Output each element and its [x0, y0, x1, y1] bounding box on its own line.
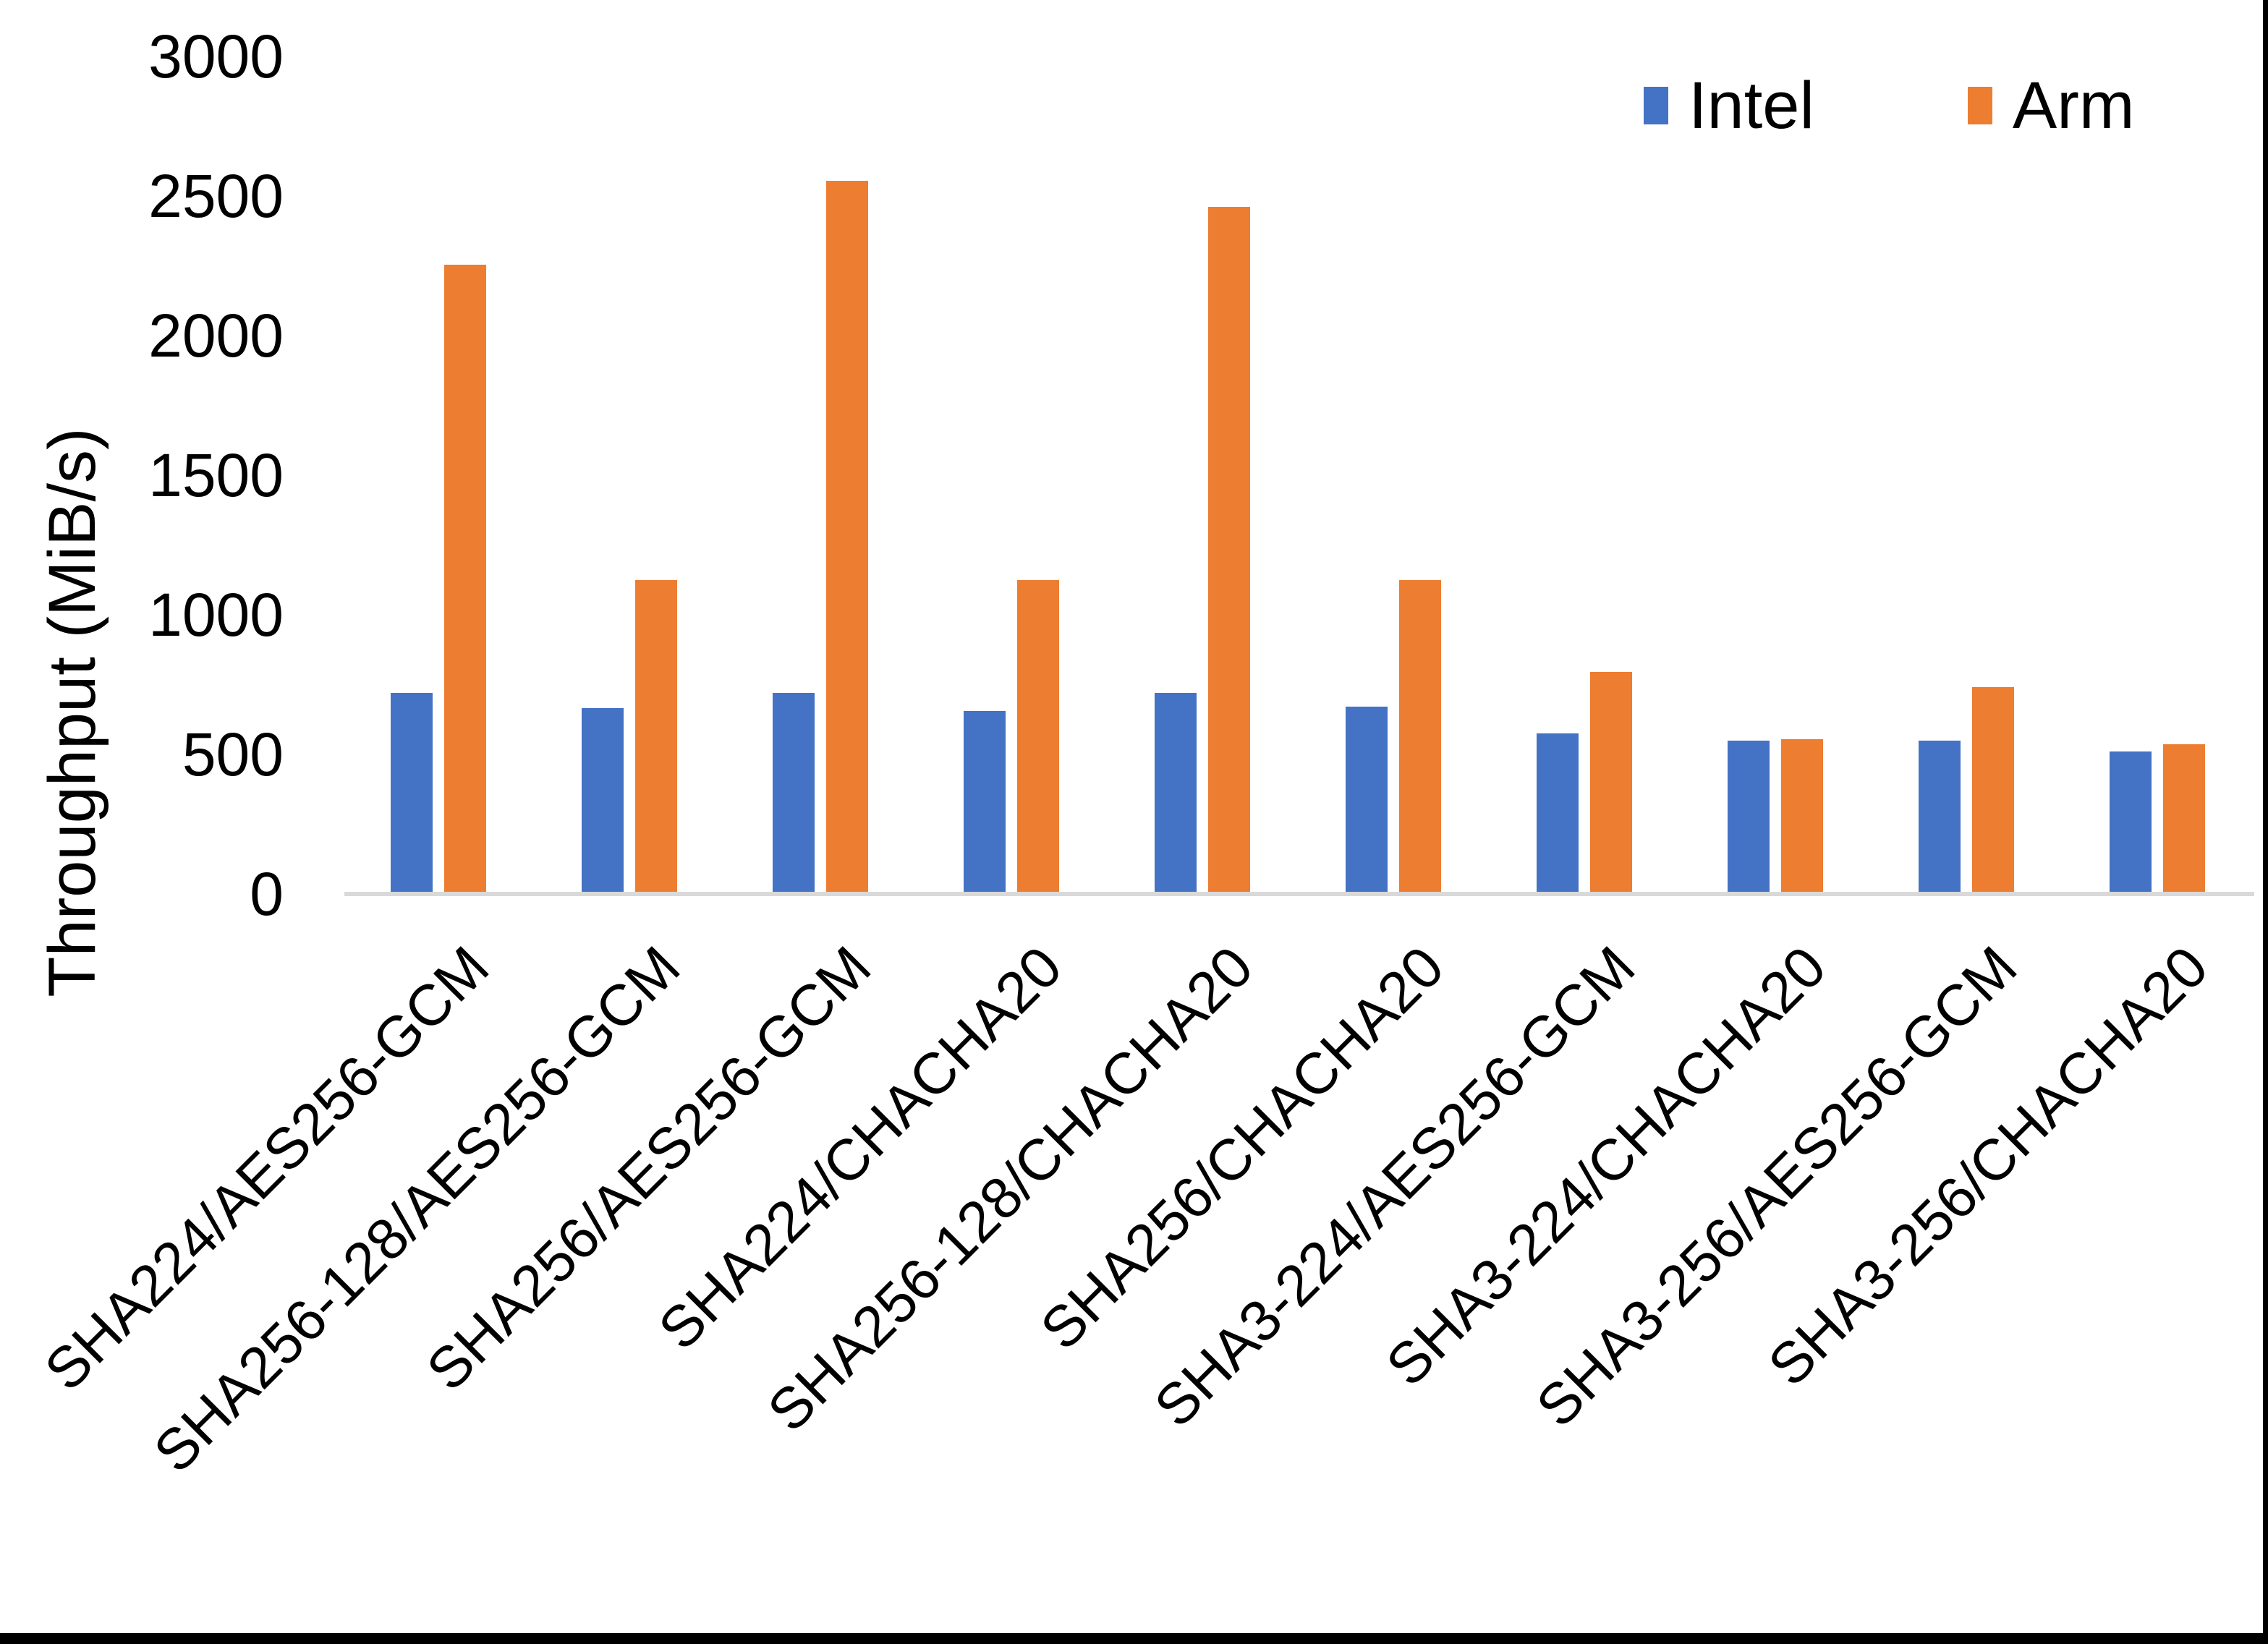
bar-arm-1 [635, 580, 677, 894]
legend-label-intel: Intel [1689, 69, 1814, 142]
bar-arm-6 [1590, 672, 1632, 894]
legend: Intel Arm [1644, 72, 2135, 139]
bar-intel-5 [1346, 707, 1388, 894]
bar-intel-8 [1919, 741, 1961, 894]
frame-bottom-border [0, 1633, 2268, 1644]
y-tick-label-0: 0 [250, 860, 284, 928]
bar-arm-3 [1017, 580, 1059, 894]
bar-intel-4 [1155, 693, 1197, 894]
y-tick-label-3000: 3000 [148, 22, 284, 90]
bar-intel-3 [964, 711, 1006, 894]
legend-swatch-arm [1967, 87, 1992, 124]
legend-entry-arm: Arm [1967, 69, 2135, 142]
y-tick-label-2000: 2000 [148, 302, 284, 370]
bar-arm-2 [826, 181, 868, 894]
bar-arm-9 [2163, 744, 2205, 894]
y-tick-label-500: 500 [182, 720, 284, 788]
bar-intel-7 [1728, 741, 1770, 894]
frame-right-border [2263, 0, 2268, 1644]
bar-arm-7 [1781, 739, 1823, 894]
y-axis-title: Throughput (MiB/s) [35, 427, 109, 997]
x-axis-line [344, 892, 2254, 896]
bar-intel-9 [2110, 751, 2152, 894]
y-tick-label-1500: 1500 [148, 441, 284, 509]
bar-arm-5 [1399, 580, 1441, 894]
bar-intel-2 [773, 693, 815, 894]
bar-arm-8 [1972, 687, 2014, 894]
bar-intel-6 [1537, 733, 1579, 894]
legend-label-arm: Arm [2012, 69, 2135, 142]
y-tick-label-2500: 2500 [148, 162, 284, 230]
bar-intel-0 [391, 693, 433, 894]
legend-swatch-intel [1644, 87, 1668, 124]
bar-arm-4 [1208, 207, 1250, 894]
bar-arm-0 [444, 265, 486, 894]
y-tick-label-1000: 1000 [148, 581, 284, 649]
legend-entry-intel: Intel [1644, 72, 1814, 139]
bar-intel-1 [582, 708, 624, 894]
